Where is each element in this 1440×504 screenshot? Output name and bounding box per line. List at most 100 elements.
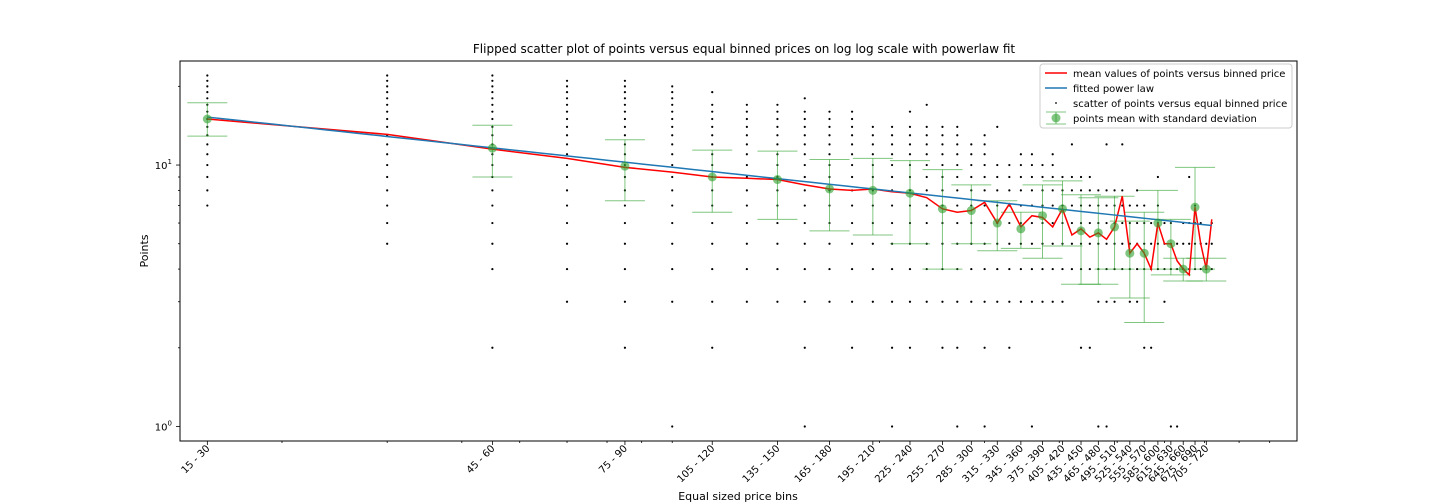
scatter-point bbox=[1088, 346, 1091, 349]
scatter-point bbox=[890, 346, 894, 349]
scatter-point bbox=[1070, 221, 1074, 225]
legend-scatter-label: scatter of points versus equal binned pr… bbox=[1073, 99, 1287, 110]
scatter-point bbox=[711, 143, 714, 146]
power-law-fit-line bbox=[207, 116, 1212, 227]
scatter-point bbox=[491, 85, 494, 88]
scatter-point bbox=[1176, 242, 1179, 245]
scatter-point bbox=[1030, 425, 1034, 428]
scatter-point bbox=[1070, 143, 1074, 146]
scatter-point bbox=[803, 189, 806, 192]
errorbar bbox=[1042, 180, 1083, 247]
scatter-point bbox=[1041, 267, 1044, 271]
scatter-point bbox=[1051, 153, 1054, 156]
scatter-point bbox=[1163, 300, 1166, 303]
scatter-point bbox=[850, 110, 854, 113]
scatter-point bbox=[850, 125, 854, 128]
scatter-point bbox=[671, 267, 674, 271]
scatter-point bbox=[941, 346, 944, 349]
scatter-point bbox=[671, 175, 674, 179]
scatter-point bbox=[956, 346, 959, 349]
scatter-point bbox=[565, 221, 569, 225]
scatter-point bbox=[803, 125, 806, 128]
scatter-point bbox=[745, 110, 748, 113]
scatter-point bbox=[803, 143, 806, 146]
scatter-point bbox=[386, 153, 389, 156]
legend-errorbar-label: points mean with standard deviation bbox=[1073, 114, 1257, 125]
scatter-point bbox=[983, 143, 986, 146]
scatter-point bbox=[850, 300, 854, 303]
scatter-point bbox=[941, 125, 944, 128]
scatter-point bbox=[803, 221, 806, 225]
scatter-point bbox=[745, 267, 748, 271]
scatter-point bbox=[1030, 221, 1034, 225]
mean-marker bbox=[1038, 211, 1048, 221]
scatter-point bbox=[1121, 189, 1124, 192]
scatter-point bbox=[1051, 189, 1054, 192]
scatter-point bbox=[1019, 189, 1022, 192]
scatter-point bbox=[956, 204, 959, 207]
scatter-point bbox=[386, 103, 389, 106]
mean-marker bbox=[992, 218, 1002, 228]
scatter-point bbox=[745, 134, 748, 137]
scatter-point bbox=[890, 425, 894, 428]
scatter-point bbox=[1030, 242, 1034, 245]
scatter-point bbox=[1030, 175, 1034, 179]
scatter-point bbox=[671, 153, 674, 156]
scatter-point bbox=[386, 175, 389, 179]
scatter-point bbox=[1105, 221, 1108, 225]
scatter-point bbox=[908, 267, 912, 271]
scatter-point bbox=[890, 300, 894, 303]
scatter-point bbox=[491, 267, 494, 271]
scatter-point bbox=[1041, 175, 1044, 179]
scatter-point bbox=[1019, 163, 1022, 167]
mean-marker bbox=[1139, 248, 1149, 258]
scatter-point bbox=[1097, 189, 1100, 192]
scatter-point bbox=[1051, 300, 1054, 303]
legend-fit-line-label: fitted power law bbox=[1073, 84, 1154, 95]
scatter-point bbox=[1008, 300, 1011, 303]
scatter-point bbox=[1070, 175, 1074, 179]
scatter-point bbox=[671, 163, 674, 167]
scatter-point bbox=[1051, 163, 1054, 167]
scatter-point bbox=[1105, 189, 1108, 192]
scatter-point bbox=[850, 163, 854, 167]
mean-marker bbox=[1178, 264, 1188, 274]
scatter-point bbox=[386, 163, 389, 167]
scatter-point bbox=[983, 175, 986, 179]
scatter-point bbox=[491, 103, 494, 106]
scatter-point bbox=[711, 117, 714, 121]
scatter-point bbox=[1121, 242, 1124, 245]
scatter-point bbox=[890, 143, 894, 146]
scatter-point bbox=[871, 300, 874, 303]
scatter-point bbox=[776, 221, 779, 225]
mean-marker bbox=[1125, 248, 1135, 258]
scatter-point bbox=[1061, 175, 1064, 179]
scatter-point bbox=[828, 117, 831, 121]
legend: mean values of points versus binned pric… bbox=[1039, 63, 1293, 129]
scatter-point bbox=[206, 91, 209, 94]
scatter-point bbox=[565, 300, 569, 303]
scatter-point bbox=[776, 110, 779, 113]
mean-marker bbox=[868, 185, 878, 195]
scatter-point bbox=[850, 175, 854, 179]
scatter-point bbox=[711, 110, 714, 113]
scatter-point bbox=[623, 85, 627, 88]
scatter-point bbox=[983, 425, 986, 428]
scatter-point bbox=[941, 300, 944, 303]
scatter-point bbox=[1019, 153, 1022, 156]
scatter-point bbox=[776, 242, 779, 245]
scatter-point bbox=[890, 125, 894, 128]
scatter-point bbox=[871, 153, 874, 156]
scatter-point bbox=[996, 163, 999, 167]
scatter-point bbox=[623, 346, 627, 349]
scatter-point bbox=[1088, 204, 1091, 207]
scatter-point bbox=[925, 153, 928, 156]
scatter-point bbox=[983, 300, 986, 303]
scatter-point bbox=[956, 425, 959, 428]
scatter-point bbox=[776, 300, 779, 303]
scatter-point bbox=[386, 85, 389, 88]
mean-marker bbox=[1166, 239, 1176, 249]
scatter-point bbox=[925, 103, 928, 106]
scatter-point bbox=[908, 346, 912, 349]
